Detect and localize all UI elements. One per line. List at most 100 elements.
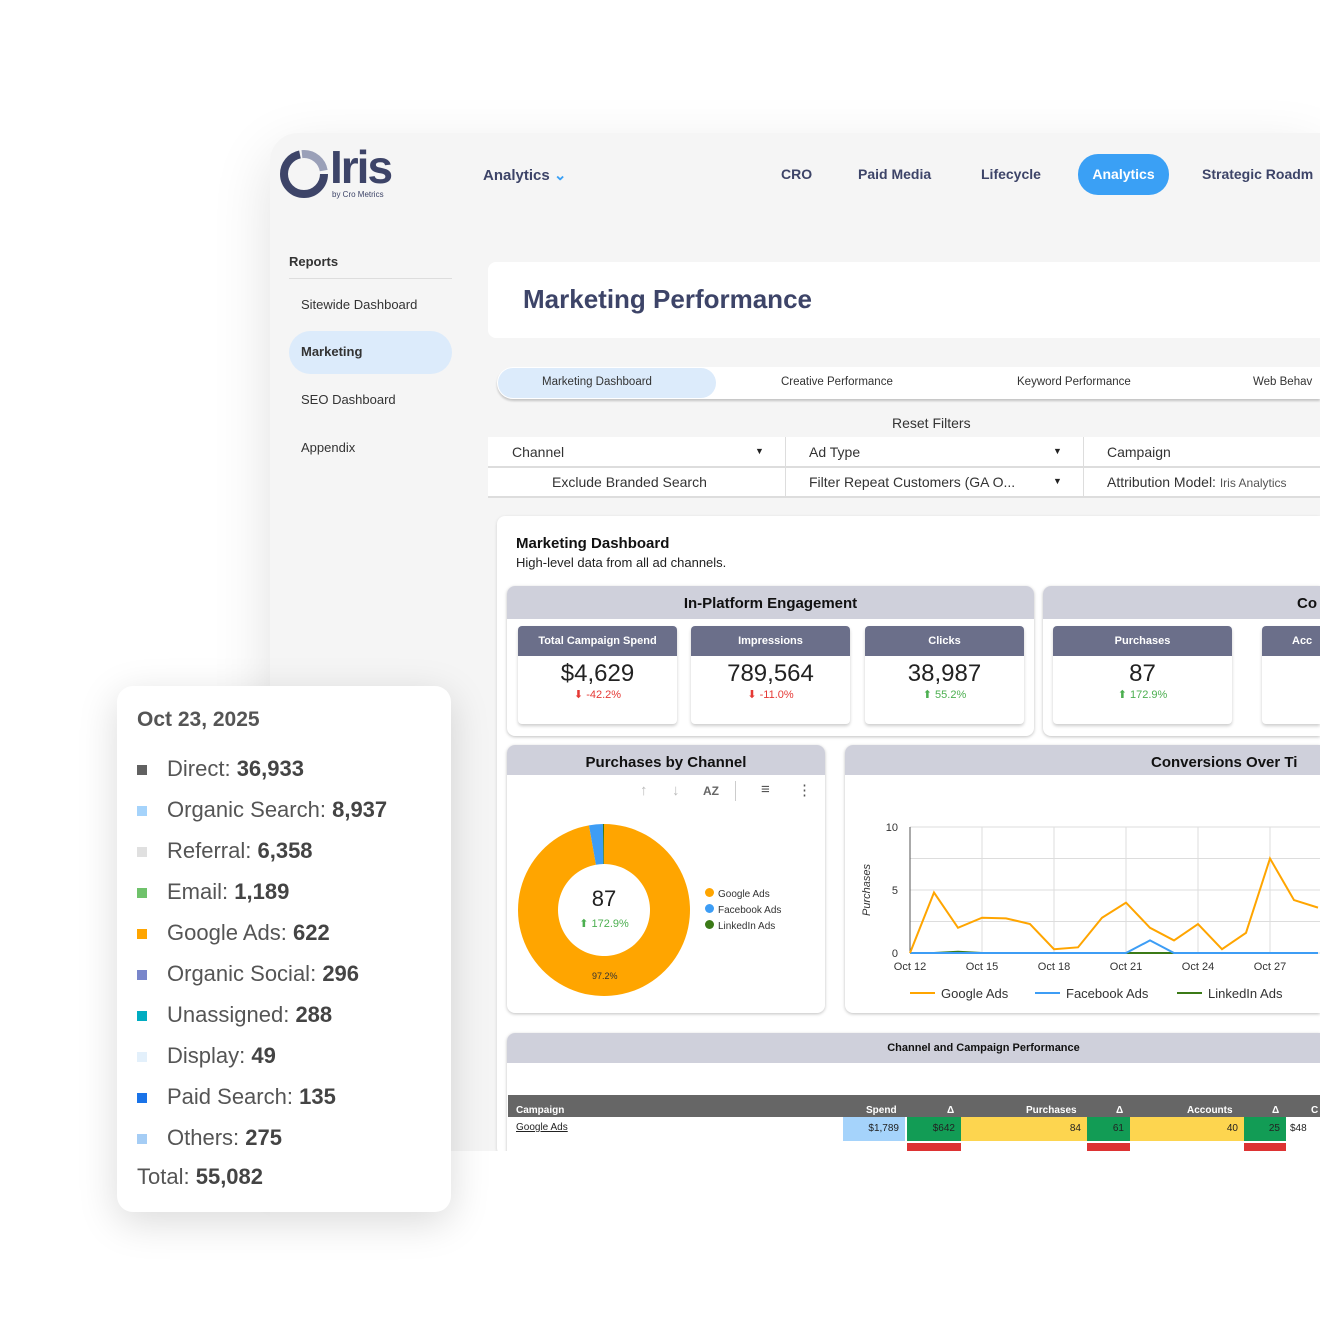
donut-center-delta: ⬆ 172.9% xyxy=(579,918,629,930)
iris-logo-icon xyxy=(280,150,328,198)
cell-spend: $1,789 xyxy=(843,1117,905,1141)
col-campaign[interactable]: Campaign xyxy=(516,1105,565,1116)
col-purchases-delta[interactable]: Δ xyxy=(1116,1105,1124,1116)
legend-dot xyxy=(705,904,714,913)
legend-swatch xyxy=(137,806,147,817)
y-tick-label: 5 xyxy=(892,885,898,897)
tab-keyword-performance[interactable]: Keyword Performance xyxy=(1017,376,1131,388)
nav-strategic-roadmap[interactable]: Strategic Roadm xyxy=(1202,166,1314,182)
cell-purchases: 84 xyxy=(961,1117,1087,1141)
legend-item[interactable]: Facebook Ads xyxy=(705,903,781,919)
legend-swatch xyxy=(137,970,147,981)
tab-marketing-dashboard[interactable]: Marketing Dashboard xyxy=(542,376,652,388)
sidebar-item-seo[interactable]: SEO Dashboard xyxy=(301,392,396,407)
nav-analytics[interactable]: Analytics xyxy=(1078,154,1169,195)
dashboard-subtitle: High-level data from all ad channels. xyxy=(516,555,727,570)
nav-lifecycle[interactable]: Lifecycle xyxy=(981,166,1041,182)
series-line-google-ads[interactable] xyxy=(909,856,1319,954)
dropdown-arrow-icon: ▼ xyxy=(755,446,764,456)
legend-label[interactable]: Google Ads xyxy=(941,986,1009,1001)
sidebar-item-appendix[interactable]: Appendix xyxy=(301,440,356,455)
tooltip-item: Google Ads: 622 xyxy=(137,920,330,946)
sort-ascending-icon[interactable]: ↑ xyxy=(640,782,648,799)
col-accounts-delta[interactable]: Δ xyxy=(1272,1105,1280,1116)
table-header xyxy=(508,1095,1320,1117)
campaign-filter[interactable]: Campaign xyxy=(1107,444,1171,460)
legend-swatch xyxy=(137,1093,147,1104)
tab-web-behavior[interactable]: Web Behav xyxy=(1253,376,1313,388)
sidebar-item-marketing[interactable]: Marketing xyxy=(289,331,452,374)
col-spend-delta[interactable]: Δ xyxy=(947,1105,955,1116)
legend-swatch xyxy=(137,1011,147,1022)
x-tick-label: Oct 12 xyxy=(894,961,926,973)
x-tick-label: Oct 21 xyxy=(1110,961,1142,973)
pie-slice-linkedin-ads[interactable] xyxy=(602,824,604,865)
legend-label[interactable]: Facebook Ads xyxy=(1066,986,1149,1001)
legend-item[interactable]: LinkedIn Ads xyxy=(705,919,781,935)
tooltip-item: Email: 1,189 xyxy=(137,879,289,905)
sidebar-item-sitewide[interactable]: Sitewide Dashboard xyxy=(301,297,418,312)
kpi-accounts: Acc xyxy=(1262,626,1320,724)
y-tick-label: 10 xyxy=(886,822,898,834)
legend-swatch xyxy=(137,1134,147,1145)
attribution-model-select[interactable]: Attribution Model: Iris Analytics xyxy=(1107,474,1287,490)
analytics-dropdown[interactable]: Analytics ⌄ xyxy=(483,167,567,184)
cell-purchases-delta: 61 xyxy=(1087,1117,1130,1141)
exclude-branded-search-toggle[interactable]: Exclude Branded Search xyxy=(552,474,707,490)
col-accounts[interactable]: Accounts xyxy=(1187,1105,1233,1116)
cell-negative xyxy=(1087,1143,1130,1151)
kpi-spend: Total Campaign Spend $4,629 ⬇ -42.2% xyxy=(518,626,677,724)
traffic-tooltip: Oct 23, 2025 Direct: 36,933 Organic Searc… xyxy=(117,686,451,1212)
series-line-facebook-ads[interactable] xyxy=(910,939,1318,954)
tooltip-total: Total: 55,082 xyxy=(137,1164,264,1189)
sort-descending-icon[interactable]: ↓ xyxy=(672,782,680,799)
channel-filter[interactable]: Channel xyxy=(512,444,565,460)
line-chart: Oct 12 Oct 15 Oct 18 Oct 21 Oct 24 Oct 27 0 5 10… xyxy=(861,822,1320,1001)
pie-legend: Google Ads Facebook Ads LinkedIn Ads xyxy=(705,887,781,935)
tab-active-bg xyxy=(498,368,716,398)
y-axis-label: Purchases xyxy=(861,864,873,916)
nav-paid-media[interactable]: Paid Media xyxy=(858,166,932,182)
legend-item[interactable]: Google Ads xyxy=(705,887,781,903)
kpi-clicks: Clicks 38,987 ⬆ 55.2% xyxy=(865,626,1024,724)
divider xyxy=(488,466,1320,468)
x-tick-label: Oct 18 xyxy=(1038,961,1070,973)
cell-spend-delta: $642 xyxy=(907,1117,961,1141)
sort-az-icon[interactable]: AZ xyxy=(703,784,719,798)
kpi-purchases: Purchases 87 ⬆ 172.9% xyxy=(1053,626,1232,724)
col-purchases[interactable]: Purchases xyxy=(1026,1105,1077,1116)
reset-filters-button[interactable]: Reset Filters xyxy=(892,415,971,431)
filter-icon[interactable]: ≡ xyxy=(761,781,770,798)
legend-swatch xyxy=(137,1052,147,1063)
tooltip-item: Display: 49 xyxy=(137,1043,276,1069)
donut-center-value: 87 xyxy=(591,886,617,911)
section-title: Co xyxy=(1043,586,1320,619)
pie-slice-facebook-ads[interactable] xyxy=(588,824,604,865)
legend-swatch xyxy=(137,847,147,858)
divider xyxy=(735,781,736,801)
more-options-icon[interactable]: ⋮ xyxy=(797,782,812,799)
tooltip-date: Oct 23, 2025 xyxy=(137,708,260,731)
legend-swatch xyxy=(137,888,147,899)
col-c[interactable]: C xyxy=(1311,1105,1319,1116)
title-card xyxy=(488,262,1320,338)
tooltip-item: Organic Social: 296 xyxy=(137,961,359,987)
repeat-customers-filter[interactable]: Filter Repeat Customers (GA O... xyxy=(809,474,1016,490)
divider xyxy=(785,437,786,497)
tab-creative-performance[interactable]: Creative Performance xyxy=(781,376,893,388)
tooltip-item: Direct: 36,933 xyxy=(137,756,304,782)
y-tick-label: 0 xyxy=(892,948,898,960)
nav-cro[interactable]: CRO xyxy=(781,166,813,182)
campaign-link[interactable]: Google Ads xyxy=(516,1122,568,1133)
pie-slice-google-ads[interactable] xyxy=(518,824,690,996)
x-tick-label: Oct 24 xyxy=(1182,961,1214,973)
dashboard-title: Marketing Dashboard xyxy=(516,535,670,552)
tooltip-item: Referral: 6,358 xyxy=(137,838,313,864)
chevron-down-icon: ⌄ xyxy=(553,167,567,184)
legend-swatch xyxy=(137,929,147,940)
page-title: Marketing Performance xyxy=(523,284,812,314)
legend-dot xyxy=(705,888,714,897)
legend-label[interactable]: LinkedIn Ads xyxy=(1208,986,1283,1001)
col-spend[interactable]: Spend xyxy=(866,1105,897,1116)
ad-type-filter[interactable]: Ad Type xyxy=(809,444,861,460)
